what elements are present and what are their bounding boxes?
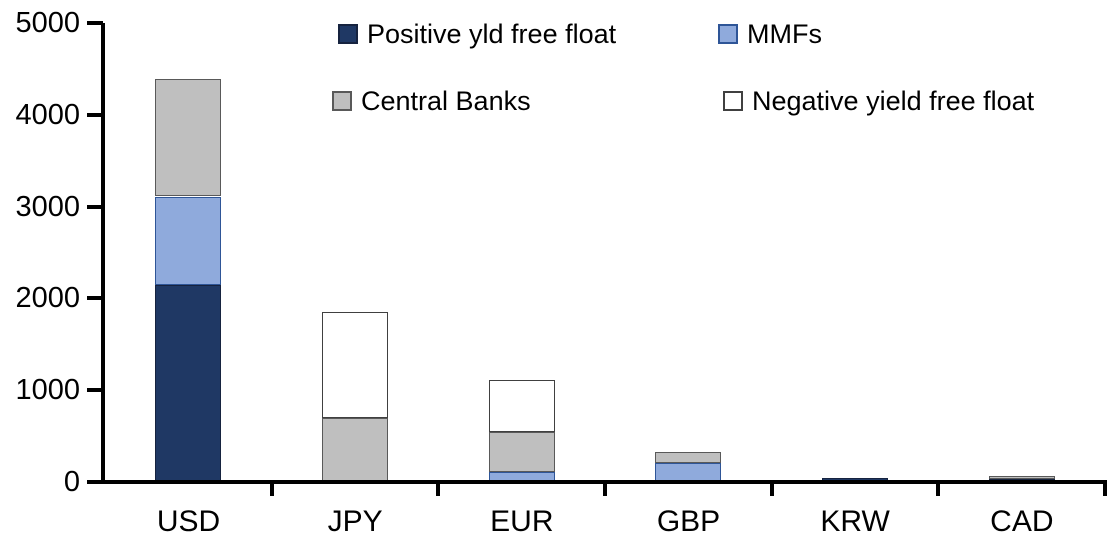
legend-label-central-banks: Central Banks — [361, 86, 531, 116]
legend-label-positive-yld-free-float: Positive yld free float — [367, 19, 617, 49]
legend-item-mmfs: MMFs — [718, 20, 822, 48]
x-axis-tick — [936, 484, 941, 496]
bar-segment-jpy-negative-yield-free-float — [322, 312, 388, 418]
x-axis-tick — [436, 484, 441, 496]
legend-swatch-mmfs-icon — [718, 24, 738, 44]
legend-swatch-negative-yield-free-float-icon — [723, 91, 743, 111]
x-axis-tick — [269, 484, 274, 496]
legend-item-central-banks: Central Banks — [332, 87, 531, 115]
legend-item-positive-yld-free-float: Positive yld free float — [338, 20, 616, 48]
x-axis-tick — [1103, 484, 1107, 496]
y-axis-tick — [87, 296, 103, 301]
y-axis-tick — [87, 388, 103, 393]
y-axis-tick — [87, 480, 103, 484]
bar-segment-usd-central-banks — [155, 78, 222, 197]
y-axis-tick — [87, 112, 103, 117]
legend-swatch-positive-yld-free-float-icon — [338, 24, 358, 44]
y-tick-label: 4000 — [15, 98, 80, 131]
legend-swatch-central-banks-icon — [332, 91, 352, 111]
bar-segment-jpy-central-banks — [322, 417, 388, 482]
x-category-label-eur: EUR — [490, 505, 554, 538]
x-axis-tick — [769, 484, 774, 496]
y-axis-tick — [87, 21, 103, 25]
legend-label-negative-yield-free-float: Negative yield free float — [752, 86, 1035, 116]
bar-segment-usd-mmfs — [155, 196, 222, 285]
bar-segment-eur-central-banks — [488, 432, 555, 472]
bar-segment-cad-central-banks — [988, 476, 1055, 480]
y-axis-line — [101, 23, 105, 484]
x-category-label-cad: CAD — [990, 505, 1054, 538]
bar-segment-usd-positive-yld-free-float — [155, 284, 222, 482]
x-category-label-krw: KRW — [820, 505, 890, 538]
x-axis-tick — [603, 484, 607, 496]
legend-label-mmfs: MMFs — [747, 19, 822, 49]
y-tick-label: 5000 — [15, 7, 80, 39]
x-axis-line — [101, 480, 1107, 484]
x-category-label-usd: USD — [156, 505, 221, 538]
y-tick-label: 0 — [63, 466, 80, 498]
y-axis-tick — [87, 204, 103, 209]
bar-segment-eur-negative-yield-free-float — [488, 380, 555, 433]
y-tick-label: 3000 — [15, 190, 80, 223]
y-tick-label: 2000 — [15, 282, 80, 315]
bar-segment-gbp-central-banks — [655, 451, 722, 463]
x-category-label-jpy: JPY — [327, 505, 383, 538]
x-category-label-gbp: GBP — [656, 505, 721, 538]
legend-item-negative-yield-free-float: Negative yield free float — [723, 87, 1034, 115]
y-tick-label: 1000 — [15, 374, 80, 407]
